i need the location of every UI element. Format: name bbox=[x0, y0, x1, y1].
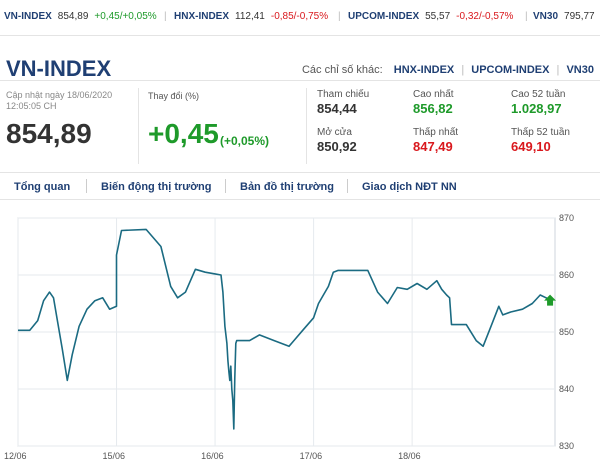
ticker-price: 795,77 bbox=[564, 11, 595, 22]
other-indexes-nav: Các chỉ số khác: HNX-INDEX | UPCOM-INDEX… bbox=[302, 64, 594, 76]
x-tick-label: 17/06 bbox=[300, 451, 323, 461]
y-tick-label: 850 bbox=[559, 327, 574, 337]
ticker-separator: | bbox=[338, 11, 341, 22]
y-tick-label: 840 bbox=[559, 384, 574, 394]
stat-low: Thấp nhất 847,49 bbox=[413, 127, 458, 154]
ticker-separator: | bbox=[164, 11, 167, 22]
change-label: Thay đổi (%) bbox=[148, 91, 200, 101]
x-tick-label: 15/06 bbox=[103, 451, 126, 461]
stat-reference: Tham chiếu 854,44 bbox=[317, 89, 369, 116]
link-upcom-index[interactable]: UPCOM-INDEX bbox=[471, 64, 550, 76]
chart-grid bbox=[17, 217, 556, 447]
y-tick-label: 870 bbox=[559, 213, 574, 223]
chart-series-line bbox=[18, 228, 551, 430]
section-tabs: Tổng quan Biến động thị trường Bản đồ th… bbox=[0, 172, 600, 200]
ticker-item-hnxindex[interactable]: HNX-INDEX 112,41 -0,85/-0,75% bbox=[174, 11, 328, 22]
stat-open: Mở cửa 850,92 bbox=[317, 127, 357, 154]
ticker-separator: | bbox=[525, 11, 528, 22]
y-tick-label: 830 bbox=[559, 441, 574, 451]
tab-market-movement[interactable]: Biến động thị trường bbox=[101, 181, 212, 193]
divider bbox=[306, 88, 307, 164]
divider bbox=[138, 88, 139, 164]
ticker-change: -0,85/-0,75% bbox=[270, 11, 329, 22]
chart-ticks: 830 840 850 860 870 12/06 15/06 16/06 17/06 18/06 bbox=[4, 213, 574, 461]
nav-separator: | bbox=[556, 64, 560, 76]
stat-low-52w: Thấp 52 tuần 649,10 bbox=[511, 127, 570, 154]
nav-separator: | bbox=[461, 64, 465, 76]
tab-market-map[interactable]: Bản đồ thị trường bbox=[240, 181, 334, 193]
x-tick-label: 12/06 bbox=[4, 451, 27, 461]
tab-separator bbox=[86, 179, 87, 193]
tab-separator bbox=[347, 179, 348, 193]
stat-value: 1.028,97 bbox=[511, 101, 562, 116]
stat-value: 649,10 bbox=[511, 139, 551, 154]
stat-value: 847,49 bbox=[413, 139, 453, 154]
ticker-name: HNX-INDEX bbox=[174, 11, 230, 22]
ticker-name: VN-INDEX bbox=[4, 11, 52, 22]
stat-label: Tham chiếu bbox=[317, 89, 370, 100]
ticker-price: 854,89 bbox=[57, 11, 89, 22]
stat-high-52w: Cao 52 tuần 1.028,97 bbox=[511, 89, 566, 116]
current-value-marker bbox=[544, 294, 557, 306]
y-tick-label: 860 bbox=[559, 270, 574, 280]
tab-overview[interactable]: Tổng quan bbox=[14, 181, 71, 193]
link-vn30[interactable]: VN30 bbox=[566, 64, 594, 76]
stat-label: Mở cửa bbox=[317, 127, 352, 138]
ticker-change: +0,45/+0,05% bbox=[94, 11, 157, 22]
x-tick-label: 16/06 bbox=[201, 451, 224, 461]
ticker-name: VN30 bbox=[533, 11, 559, 22]
ticker-item-vn30[interactable]: VN30 795,77 bbox=[533, 11, 595, 22]
stat-label: Cao nhất bbox=[413, 89, 454, 100]
index-line-chart[interactable]: 830 840 850 860 870 12/06 15/06 16/06 17/06 18/06 bbox=[0, 208, 600, 465]
tab-separator bbox=[225, 179, 226, 193]
divider bbox=[0, 80, 600, 81]
ticker-price: 55,57 bbox=[425, 11, 451, 22]
x-tick-label: 18/06 bbox=[398, 451, 421, 461]
stat-value: 850,92 bbox=[317, 139, 357, 154]
update-timestamp: Cập nhật ngày 18/06/2020 12:05:05 CH bbox=[6, 90, 113, 111]
ticker-change: -0,32/-0,57% bbox=[456, 11, 514, 22]
index-value: 854,89 bbox=[6, 118, 92, 149]
ticker-name: UPCOM-INDEX bbox=[348, 11, 420, 22]
ticker-price: 112,41 bbox=[235, 11, 265, 22]
stat-value: 856,82 bbox=[413, 101, 453, 116]
ticker-item-upcomindex[interactable]: UPCOM-INDEX 55,57 -0,32/-0,57% bbox=[348, 11, 513, 22]
change-value: +0,45 bbox=[148, 118, 219, 149]
change-percent: (+0,05%) bbox=[220, 134, 270, 148]
stat-high: Cao nhất 856,82 bbox=[413, 89, 454, 116]
stat-value: 854,44 bbox=[317, 101, 357, 116]
stat-label: Thấp 52 tuần bbox=[511, 127, 570, 138]
up-arrow-icon bbox=[544, 294, 557, 306]
market-ticker: VN-INDEX 854,89 +0,45/+0,05% | HNX-INDEX 11… bbox=[0, 0, 600, 36]
ticker-item-vnindex[interactable]: VN-INDEX 854,89 +0,45/+0,05% bbox=[4, 11, 157, 22]
page-title: VN-INDEX bbox=[6, 56, 112, 81]
other-indexes-label: Các chỉ số khác: bbox=[301, 64, 383, 76]
tab-foreign-trading[interactable]: Giao dịch NĐT NN bbox=[362, 181, 457, 193]
link-hnx-index[interactable]: HNX-INDEX bbox=[393, 64, 455, 76]
stat-label: Thấp nhất bbox=[413, 127, 459, 138]
stat-label: Cao 52 tuần bbox=[511, 89, 566, 100]
